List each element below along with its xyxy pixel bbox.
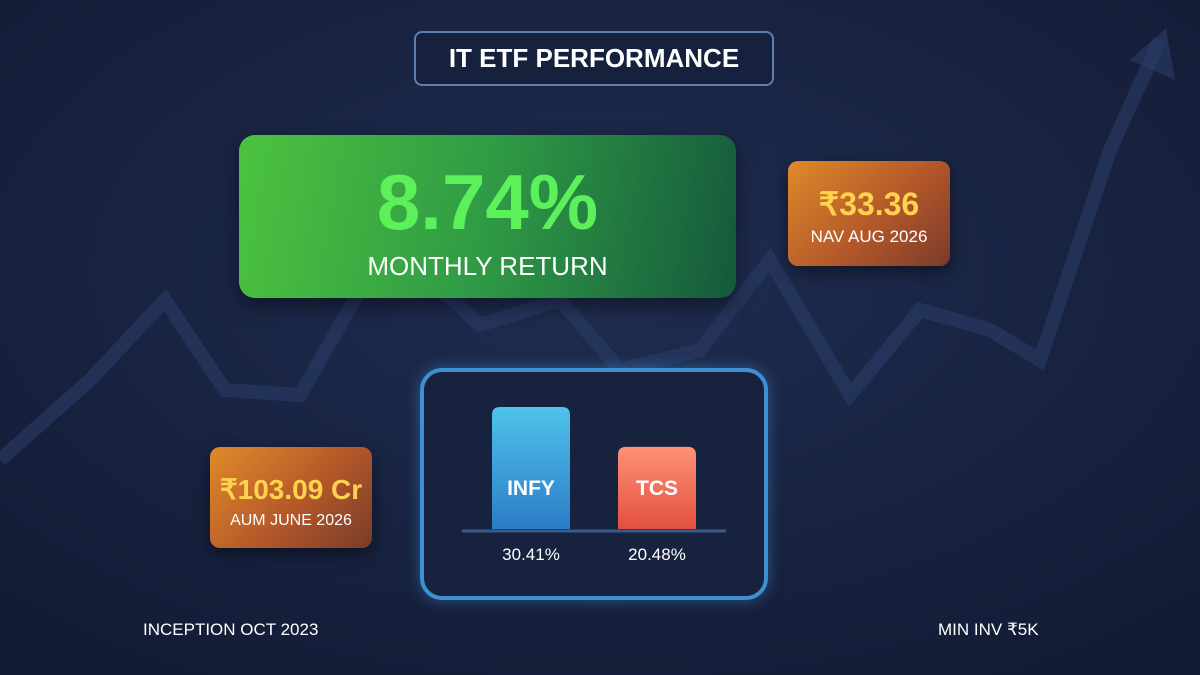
inception: INCEPTION OCT 2023 [143,620,319,639]
aum-label: AUM JUNE 2026 [230,512,352,529]
nav-label: NAV AUG 2026 [810,227,928,246]
aum-value: ₹103.09 Cr [219,474,363,505]
return-label: MONTHLY RETURN [367,251,608,281]
value-label: 20.48% [628,545,686,564]
holdings-box [420,368,768,600]
bar [618,446,696,529]
title: IT ETF PERFORMANCE [414,31,774,86]
nav-value: ₹33.36 [818,186,920,222]
nav-card: ₹33.36 NAV AUG 2026 [788,161,950,266]
min-investment: MIN INV ₹5K [938,620,1039,639]
bar-label: TCS [636,477,678,500]
value-label: 30.41% [502,545,560,564]
return-card: 8.74% MONTHLY RETURN [239,135,736,298]
aum-card: ₹103.09 Cr AUM JUNE 2026 [210,447,372,548]
bar-label: INFY [507,477,555,500]
holdings-chart: INFY 30.41% TCS 20.48% [462,407,726,564]
bar [492,407,570,529]
return-value: 8.74% [376,158,599,246]
